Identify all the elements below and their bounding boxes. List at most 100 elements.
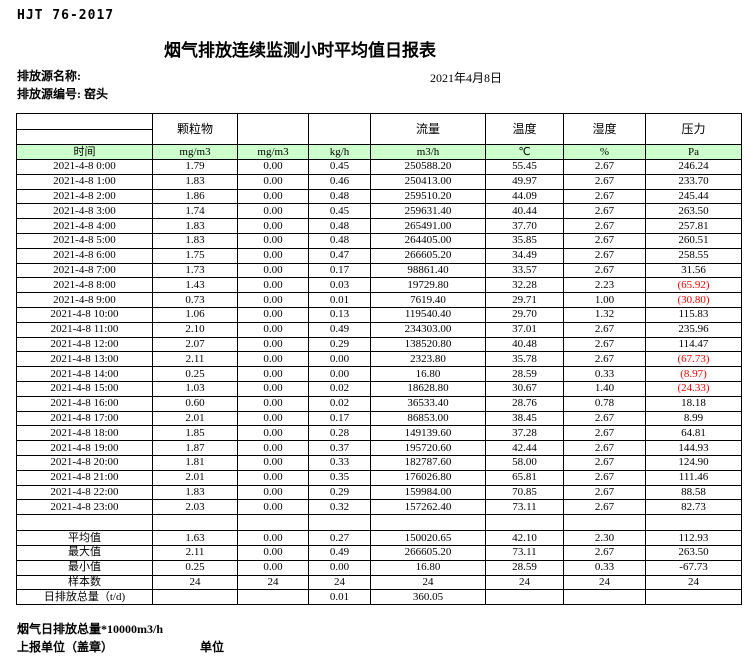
empty-cell: [563, 514, 646, 532]
value-cell: 30.67: [485, 380, 564, 397]
value-cell: 264405.00: [370, 232, 486, 249]
summary-value-cell: 266605.20: [370, 544, 486, 561]
value-cell: 0.48: [308, 188, 371, 205]
summary-value-cell: [563, 589, 646, 606]
value-cell: 2.67: [563, 159, 646, 175]
value-cell: 263.50: [645, 203, 742, 220]
table-row: 2021-4-8 14:00 0.25 0.00 0.00 16.80 28.59 0.33…: [16, 366, 742, 382]
summary-value-cell: 0.00: [308, 559, 371, 576]
page-title: 烟气排放连续监测小时平均值日报表: [164, 41, 436, 60]
time-cell: 2021-4-8 12:00: [16, 336, 153, 353]
table-row: 2021-4-8 0:00 1.79 0.00 0.45 250588.20 55.45 2…: [16, 159, 742, 175]
value-cell: 0.00: [237, 159, 309, 175]
header-blank-bottom-cell: [16, 129, 153, 145]
table-row: 2021-4-8 5:00 1.83 0.00 0.48 264405.00 35.85 2…: [16, 232, 742, 249]
value-cell: 0.78: [563, 395, 646, 412]
value-cell: 0.00: [237, 203, 309, 220]
value-cell: 2.67: [563, 410, 646, 427]
summary-value-cell: 150020.65: [370, 530, 486, 546]
time-cell: 2021-4-8 0:00: [16, 159, 153, 175]
unit-cell-percent: %: [563, 144, 646, 160]
value-cell: 157262.40: [370, 499, 486, 516]
empty-cell: [370, 514, 486, 532]
table-row: 2021-4-8 23:00 2.03 0.00 0.32 157262.40 73.11…: [16, 499, 742, 516]
unit-cell-celsius: ℃: [485, 144, 564, 160]
empty-cell: [152, 514, 238, 532]
value-cell: (67.73): [645, 351, 742, 368]
value-cell: 159984.00: [370, 484, 486, 501]
source-name-label: 排放源名称:: [17, 69, 81, 83]
value-cell: 0.00: [308, 366, 371, 382]
time-cell: 2021-4-8 6:00: [16, 247, 153, 264]
value-cell: 0.00: [237, 484, 309, 501]
summary-row: 日排放总量（t/d) 0.01 360.05: [16, 589, 742, 606]
time-cell: 2021-4-8 9:00: [16, 292, 153, 308]
value-cell: 0.48: [308, 232, 371, 249]
summary-value-cell: 24: [308, 574, 371, 591]
value-cell: 35.78: [485, 351, 564, 368]
value-cell: 1.06: [152, 306, 238, 323]
time-cell: 2021-4-8 23:00: [16, 499, 153, 516]
value-cell: 195720.60: [370, 440, 486, 456]
value-cell: 1.85: [152, 425, 238, 442]
table-row: 2021-4-8 9:00 0.73 0.00 0.01 7619.40 29.71 1.0…: [16, 292, 742, 308]
value-cell: 42.44: [485, 440, 564, 456]
value-cell: 28.76: [485, 395, 564, 412]
footer-note: 烟气日排放总量*10000m3/h: [17, 622, 164, 636]
summary-value-cell: -67.73: [645, 559, 742, 576]
value-cell: 0.45: [308, 159, 371, 175]
value-cell: 37.28: [485, 425, 564, 442]
table-row: 2021-4-8 19:00 1.87 0.00 0.37 195720.60 42.44…: [16, 440, 742, 456]
value-cell: 0.00: [237, 292, 309, 308]
time-cell: 2021-4-8 21:00: [16, 469, 153, 486]
value-cell: 0.45: [308, 203, 371, 220]
table-row: 2021-4-8 6:00 1.75 0.00 0.47 266605.20 34.49 2…: [16, 247, 742, 264]
summary-value-cell: 28.59: [485, 559, 564, 576]
value-cell: 0.00: [237, 380, 309, 397]
value-cell: 73.11: [485, 499, 564, 516]
time-cell: 2021-4-8 20:00: [16, 454, 153, 471]
value-cell: 124.90: [645, 454, 742, 471]
summary-value-cell: [152, 589, 238, 606]
value-cell: 55.45: [485, 159, 564, 175]
summary-label-cell: 最大值: [16, 544, 153, 561]
value-cell: 98861.40: [370, 262, 486, 279]
unit-cell-kgh: kg/h: [308, 144, 371, 160]
summary-value-cell: 0.33: [563, 559, 646, 576]
table-row: 2021-4-8 2:00 1.86 0.00 0.48 259510.20 44.09 2…: [16, 188, 742, 205]
value-cell: 19729.80: [370, 277, 486, 294]
unit-cell-mgm3-2: mg/m3: [237, 144, 309, 160]
value-cell: 2.01: [152, 469, 238, 486]
summary-value-cell: 112.93: [645, 530, 742, 546]
summary-value-cell: 16.80: [370, 559, 486, 576]
value-cell: 1.87: [152, 440, 238, 456]
table-row: 2021-4-8 21:00 2.01 0.00 0.35 176026.80 65.81…: [16, 469, 742, 486]
value-cell: 0.37: [308, 440, 371, 456]
group-header-blank-1: [237, 113, 309, 145]
value-cell: 7619.40: [370, 292, 486, 308]
value-cell: 8.99: [645, 410, 742, 427]
time-cell: 2021-4-8 8:00: [16, 277, 153, 294]
summary-value-cell: 0.00: [237, 530, 309, 546]
time-cell: 2021-4-8 16:00: [16, 395, 153, 412]
value-cell: 58.00: [485, 454, 564, 471]
table-row: 2021-4-8 8:00 1.43 0.00 0.03 19729.80 32.28 2.…: [16, 277, 742, 294]
value-cell: 0.73: [152, 292, 238, 308]
value-cell: 0.03: [308, 277, 371, 294]
value-cell: 2.07: [152, 336, 238, 353]
summary-value-cell: 0.25: [152, 559, 238, 576]
value-cell: 2.67: [563, 262, 646, 279]
value-cell: 0.00: [237, 440, 309, 456]
value-cell: 265491.00: [370, 218, 486, 234]
value-cell: 1.81: [152, 454, 238, 471]
report-table: 颗粒物 流量 温度 湿度 压力 时间 mg/m3 mg/m3 kg/h m3/h…: [16, 113, 742, 606]
value-cell: 0.33: [563, 366, 646, 382]
summary-value-cell: 360.05: [370, 589, 486, 606]
table-row: 2021-4-8 22:00 1.83 0.00 0.29 159984.00 70.85…: [16, 484, 742, 501]
value-cell: 65.81: [485, 469, 564, 486]
value-cell: 37.70: [485, 218, 564, 234]
value-cell: 1.79: [152, 159, 238, 175]
table-row: 2021-4-8 11:00 2.10 0.00 0.49 234303.00 37.01…: [16, 321, 742, 338]
value-cell: 86853.00: [370, 410, 486, 427]
summary-value-cell: 263.50: [645, 544, 742, 561]
